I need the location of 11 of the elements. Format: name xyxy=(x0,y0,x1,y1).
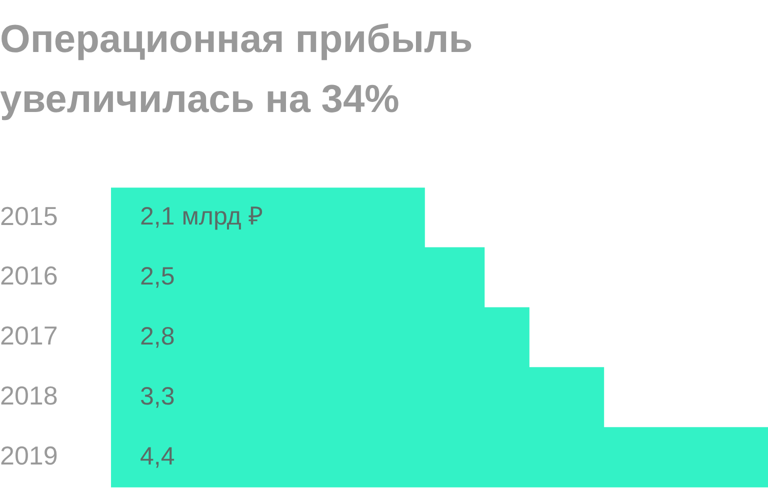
y-tick-label: 2018 xyxy=(0,380,58,411)
y-tick-label: 2017 xyxy=(0,320,58,351)
y-tick-label: 2019 xyxy=(0,440,58,471)
data-label: 2,1 млрд ₽ xyxy=(140,202,264,230)
data-label: 4,4 xyxy=(140,442,175,470)
y-tick-label: 2016 xyxy=(0,260,58,291)
data-label: 3,3 xyxy=(140,382,175,410)
data-label: 2,5 xyxy=(140,262,175,290)
y-tick-label: 2015 xyxy=(0,200,58,231)
chart-title: Операционная прибыль увеличилась на 34% xyxy=(0,17,474,123)
data-label: 2,8 xyxy=(140,322,175,350)
